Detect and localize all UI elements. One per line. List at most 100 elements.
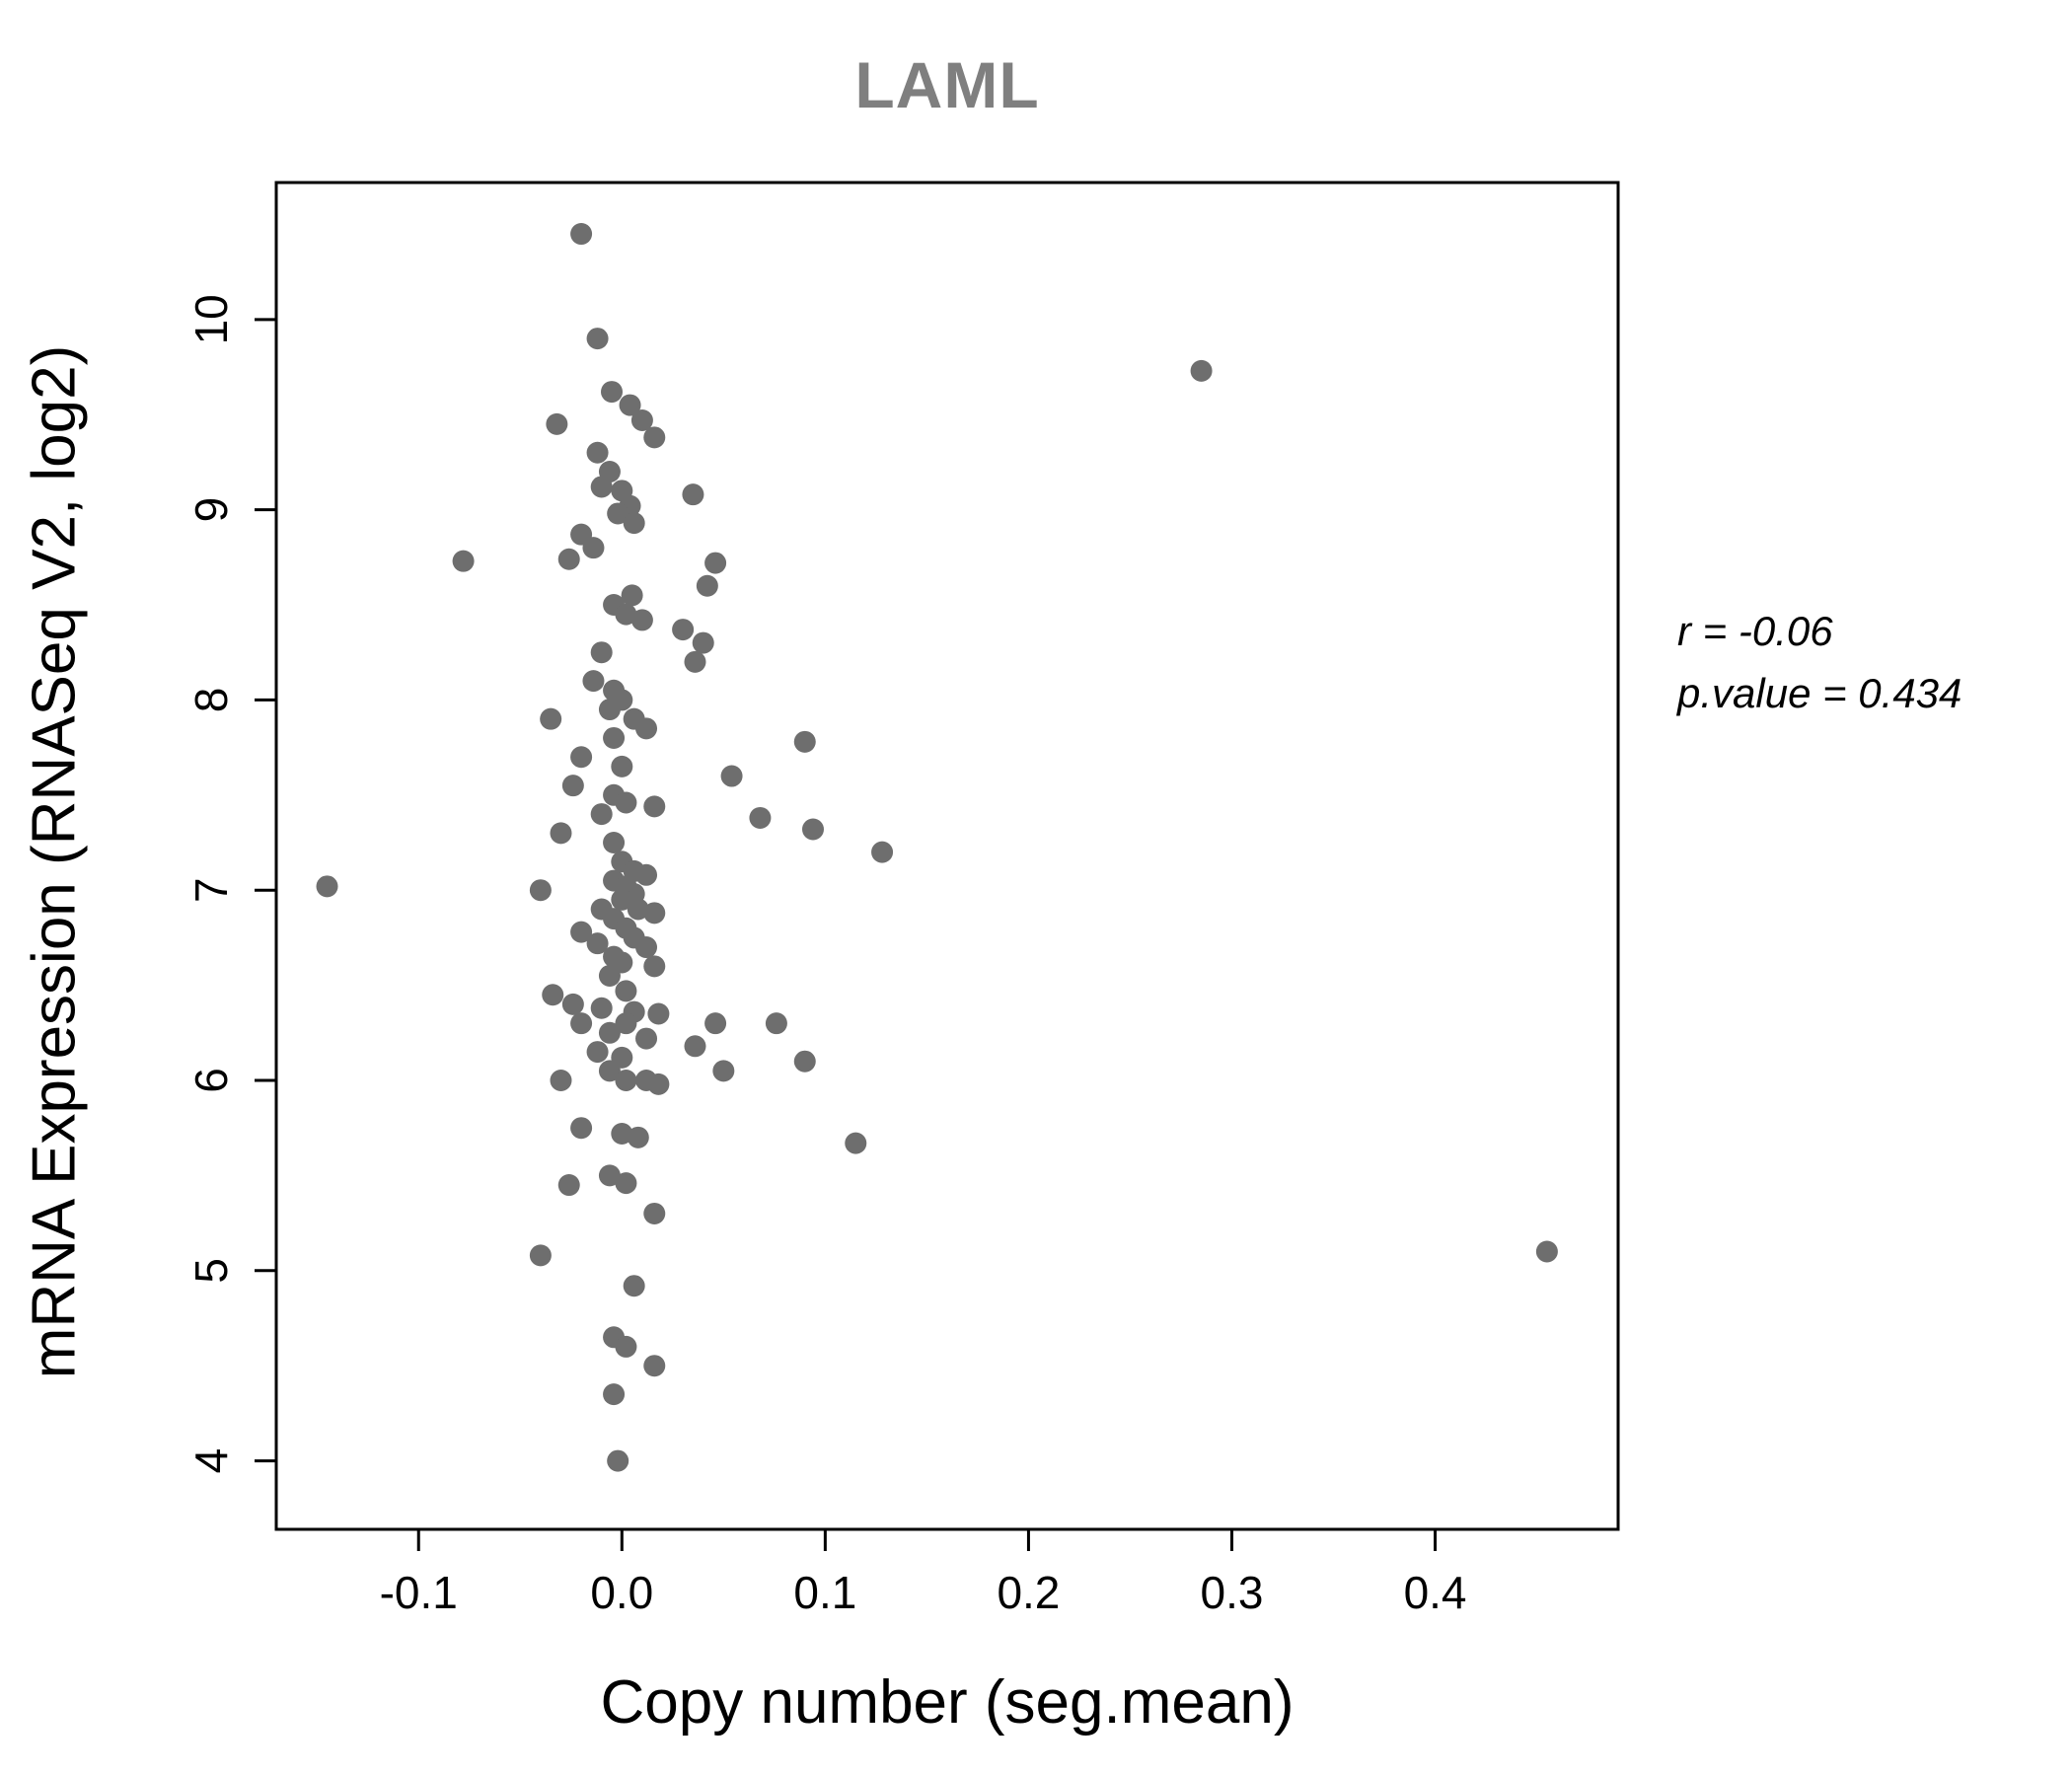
data-point	[561, 775, 584, 797]
x-tick-label: 0.2	[997, 1567, 1060, 1618]
data-point	[557, 1174, 580, 1197]
data-point	[316, 875, 338, 898]
data-point	[582, 670, 605, 693]
data-point	[623, 1275, 645, 1297]
data-point	[643, 1355, 666, 1377]
data-point	[570, 746, 593, 769]
data-point	[598, 699, 621, 721]
data-point	[682, 483, 704, 506]
data-point	[684, 1035, 706, 1058]
data-point	[615, 1172, 637, 1195]
data-point	[635, 1027, 658, 1050]
data-point	[607, 1449, 629, 1472]
data-point	[704, 1012, 727, 1035]
data-point	[570, 921, 593, 943]
y-tick-label: 4	[185, 1448, 237, 1474]
data-point	[590, 476, 613, 498]
data-point	[1535, 1240, 1558, 1263]
data-point	[672, 619, 695, 641]
data-point	[611, 1122, 633, 1145]
plot-border	[274, 181, 1620, 1531]
data-point	[630, 609, 653, 631]
x-tick-label: -0.1	[380, 1567, 458, 1618]
data-point	[635, 863, 658, 886]
chart-title: LAML	[854, 48, 1040, 121]
data-point	[542, 984, 564, 1006]
data-point	[1190, 359, 1213, 382]
data-point	[621, 584, 643, 607]
data-point	[647, 1073, 670, 1095]
data-point	[603, 1383, 626, 1406]
data-point	[871, 841, 894, 863]
data-point	[630, 408, 653, 431]
data-point	[720, 765, 743, 787]
data-point	[598, 1060, 621, 1082]
data-point	[570, 1012, 593, 1035]
data-point	[704, 552, 727, 574]
data-point	[643, 1202, 666, 1224]
data-point	[570, 223, 593, 246]
data-point	[845, 1132, 867, 1154]
data-point	[603, 832, 626, 854]
data-point	[615, 1012, 637, 1035]
data-point	[696, 574, 718, 597]
data-point	[712, 1060, 735, 1082]
data-point	[643, 955, 666, 978]
data-point	[598, 1164, 621, 1187]
data-point	[529, 879, 552, 902]
data-point	[643, 426, 666, 449]
y-tick-label: 8	[185, 688, 237, 713]
y-tick-label: 10	[185, 294, 237, 344]
data-point	[643, 795, 666, 818]
data-point	[598, 964, 621, 987]
data-point	[635, 936, 658, 959]
data-point	[615, 980, 637, 1002]
data-point	[557, 548, 580, 570]
data-point	[615, 1335, 637, 1358]
data-point	[570, 1117, 593, 1140]
data-point	[582, 537, 605, 559]
data-point	[590, 641, 613, 664]
data-point	[619, 394, 641, 416]
data-point	[590, 997, 613, 1019]
data-point	[627, 1126, 649, 1148]
data-point	[586, 932, 609, 955]
data-point	[627, 898, 649, 921]
data-point	[611, 755, 633, 777]
data-point	[601, 381, 623, 404]
data-point	[684, 650, 706, 673]
data-point	[793, 730, 816, 753]
x-tick-label: 0.3	[1201, 1567, 1264, 1618]
x-tick-label: 0.4	[1404, 1567, 1467, 1618]
data-point	[550, 822, 572, 845]
data-point	[749, 806, 772, 829]
y-axis-label: mRNA Expression (RNASeq V2, log2)	[20, 344, 89, 1379]
data-point	[647, 1002, 670, 1025]
data-point	[598, 1021, 621, 1044]
y-tick-label: 9	[185, 497, 237, 523]
y-tick-label: 6	[185, 1068, 237, 1093]
data-point	[635, 717, 658, 740]
data-point	[529, 1244, 552, 1267]
data-point	[452, 550, 475, 572]
data-point	[793, 1050, 816, 1073]
data-point	[586, 328, 609, 350]
data-point	[550, 1070, 572, 1091]
x-tick-label: 0.1	[793, 1567, 856, 1618]
x-axis-label: Copy number (seg.mean)	[600, 1668, 1295, 1737]
stats-annotation: r = -0.06 p.value = 0.434	[1677, 600, 1961, 724]
annotation-p-value: p.value = 0.434	[1677, 670, 1962, 716]
data-point	[561, 993, 584, 1015]
data-point	[615, 1070, 637, 1091]
data-point	[546, 412, 568, 435]
data-point	[623, 512, 645, 535]
data-point	[615, 791, 637, 814]
data-point	[692, 631, 714, 654]
data-point	[603, 726, 626, 749]
y-tick-label: 5	[185, 1258, 237, 1284]
data-point	[607, 502, 629, 525]
x-tick-label: 0.0	[590, 1567, 653, 1618]
